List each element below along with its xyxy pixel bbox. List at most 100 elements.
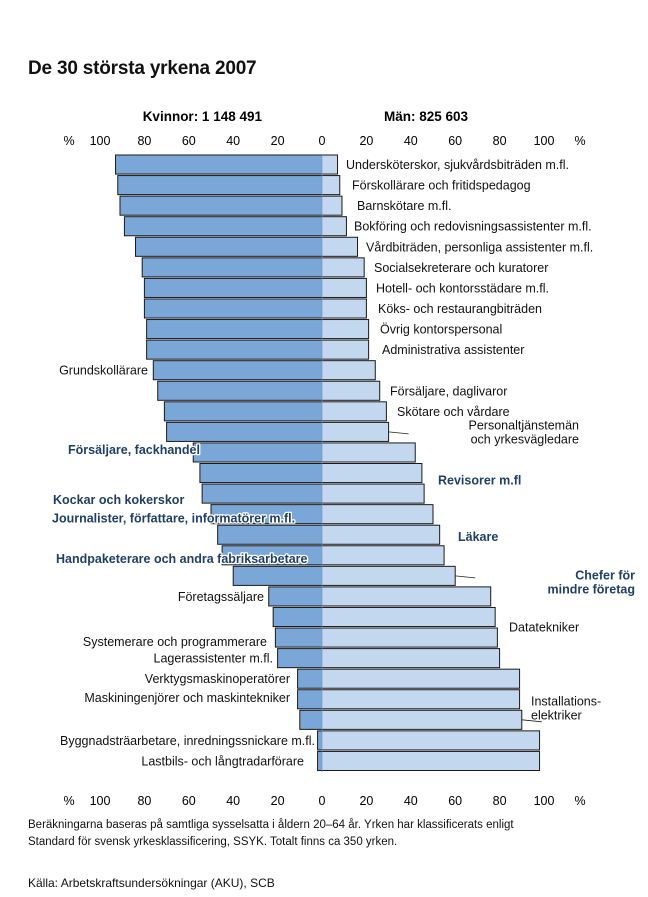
bar-women-forskollarare-och-fritidspedagog (117, 175, 322, 195)
leader-line-installationselektriker (521, 719, 542, 723)
tick-left-0-bottom: 0 (319, 794, 326, 808)
bar-outline-ovrig-kontorspersonal (146, 319, 370, 340)
bar-men-lagerassistenter-m-fl (322, 648, 500, 668)
bar-women-bokforing-och-redovisningsassistenter-m-fl (124, 216, 322, 236)
tick-right-60-bottom: 60 (448, 794, 462, 808)
bar-men-forsaljare-fackhandel (322, 442, 416, 462)
tick-right-60-top: 60 (448, 134, 462, 148)
bar-outline-vardbitraden-personliga-assistenter-m-fl (135, 236, 359, 257)
bar-men-revisorer-m-fl (322, 463, 422, 483)
bar-outline-bokforing-och-redovisningsassistenter-m-fl (123, 216, 347, 237)
tick-right-100-top: 100 (534, 134, 555, 148)
bar-outline-byggnadstraarbetare-inredningssnickare-m-fl (317, 730, 541, 751)
bar-men-maskiningenjorer-och-maskintekniker (322, 689, 520, 709)
bar-men-administrativa-assistenter (322, 340, 369, 360)
tick-left-20-bottom: 20 (271, 794, 285, 808)
label-bokforing-och-redovisningsassistenter-m-fl: Bokföring och redovisningsassistenter m.… (354, 220, 592, 234)
label-datatekniker: Datatekniker (509, 621, 579, 635)
bar-outline-underskoterskor-sjukvardsbitraden-m-fl (115, 154, 339, 175)
label-administrativa-assistenter: Administrativa assistenter (382, 343, 524, 357)
label-forsaljare-daglivaror: Försäljare, daglivaror (390, 384, 507, 398)
label-forsaljare-fackhandel: Försäljare, fackhandel (68, 443, 200, 457)
tick-left-40-bottom: 40 (226, 794, 240, 808)
bar-outline-revisorer-m-fl (199, 463, 423, 484)
bar-men-verktygsmaskinoperatorer (322, 669, 520, 689)
bar-men-chefer-for-mindre-foretag (322, 566, 456, 586)
bar-outline-lastbils-och-langtradarforare (317, 750, 541, 772)
bar-men-underskoterskor-sjukvardsbitraden-m-fl (322, 155, 338, 175)
label-lastbils-och-langtradarforare: Lastbils- och långtradarförare (141, 754, 304, 768)
tick-left-40-top: 40 (226, 134, 240, 148)
tick-right-80-bottom: 80 (493, 794, 507, 808)
bar-outline-verktygsmaskinoperatorer (297, 668, 521, 689)
label-grundskollarare: Grundskollärare (59, 364, 148, 378)
bar-outline-administrativa-assistenter (146, 339, 370, 360)
label-installationselektriker-line-1: Installations- (531, 694, 601, 708)
bar-women-journalister-forfattare-informatorer-m-fl (211, 504, 322, 524)
tick-left-100-bottom: 100 (90, 794, 111, 808)
bar-men-barnskotare-m-fl (322, 196, 342, 216)
bar-outline-systemerare-och-programmerare (274, 627, 498, 648)
bar-men-kockar-och-kokerskor (322, 484, 425, 504)
bar-outline-barnskotare-m-fl (119, 195, 343, 216)
bar-women-ovrig-kontorspersonal (146, 319, 322, 339)
tick-left-100-top: 100 (90, 134, 111, 148)
label-skotare-och-vardare: Skötare och vårdare (397, 405, 510, 419)
label-lakare: Läkare (458, 530, 498, 544)
label-lagerassistenter-m-fl: Lagerassistenter m.fl. (154, 652, 274, 666)
bar-women-vardbitraden-personliga-assistenter-m-fl (135, 237, 322, 257)
source-note: Källa: Arbetskraftsundersökningar (AKU),… (28, 876, 275, 890)
bar-outline-hotell-och-kontorsstadare-m-fl (143, 277, 367, 298)
label-journalister-forfattare-informatorer-m-fl: Journalister, författare, informatörer m… (52, 512, 295, 526)
tick-left-80-top: 80 (137, 134, 151, 148)
women-total-label: Kvinnor: 1 148 491 (143, 109, 263, 124)
bar-women-lakare (217, 525, 322, 545)
bar-outline-koks-och-restaurangbitraden (143, 298, 367, 319)
bar-women-datatekniker (273, 607, 322, 627)
footnote: Beräkningarna baseras på samtliga syssel… (28, 817, 628, 851)
bar-outline-kockar-och-kokerskor (201, 483, 425, 504)
label-handpaketerare-och-andra-fabriksarbetare: Handpaketerare och andra fabriksarbetare (56, 552, 308, 566)
leader-line-personaltjansteman-och-yrkesvagledare (388, 431, 409, 435)
bar-women-forsaljare-fackhandel (193, 442, 322, 462)
label-chefer-for-mindre-foretag-line-2: mindre företag (547, 582, 635, 596)
tick-left-60-top: 60 (182, 134, 196, 148)
axis-unit-top-right: % (574, 134, 585, 148)
men-total-label: Män: 825 603 (384, 109, 469, 124)
bar-outline-foretagssaljare (268, 586, 492, 607)
bar-men-personaltjansteman-och-yrkesvagledare (322, 422, 389, 442)
bar-women-lastbils-och-langtradarforare (317, 751, 322, 771)
bar-women-forsaljare-daglivaror (157, 381, 322, 401)
axis-unit-top-left: % (63, 134, 74, 148)
tick-right-80-top: 80 (493, 134, 507, 148)
label-verktygsmaskinoperatorer: Verktygsmaskinoperatörer (145, 672, 290, 686)
bar-women-maskiningenjorer-och-maskintekniker (297, 689, 322, 709)
bar-outline-grundskollarare (152, 360, 376, 381)
tick-left-80-bottom: 80 (137, 794, 151, 808)
label-forskollarare-och-fritidspedagog: Förskollärare och fritidspedagog (352, 179, 531, 193)
bar-women-socialsekreterare-och-kuratorer (142, 257, 322, 277)
leader-line-chefer-for-mindre-foretag (455, 575, 476, 579)
bar-outline-forsaljare-fackhandel (192, 442, 416, 463)
bars-group (115, 154, 541, 772)
label-byggnadstraarbetare-inredningssnickare-m-fl: Byggnadsträarbetare, inredningssnickare … (60, 734, 315, 748)
bar-women-kockar-och-kokerskor (202, 484, 322, 504)
bar-women-installationselektriker (299, 710, 322, 730)
bar-women-barnskotare-m-fl (119, 196, 322, 216)
label-ovrig-kontorspersonal: Övrig kontorspersonal (380, 323, 502, 337)
bar-men-installationselektriker (322, 710, 522, 730)
bar-outline-handpaketerare-och-andra-fabriksarbetare (221, 545, 445, 566)
bar-men-ovrig-kontorspersonal (322, 319, 369, 339)
label-personaltjansteman-och-yrkesvagledare-line-1: Personaltjänstemän (469, 418, 580, 432)
tick-right-20-top: 20 (359, 134, 373, 148)
chart-title: De 30 största yrkena 2007 (28, 58, 257, 79)
bar-women-systemerare-och-programmerare (275, 628, 322, 648)
bar-women-handpaketerare-och-andra-fabriksarbetare (222, 545, 322, 565)
axes-group: Kvinnor: 1 148 491 Män: 825 603 % % % % … (63, 109, 585, 808)
bar-men-byggnadstraarbetare-inredningssnickare-m-fl (322, 730, 540, 750)
bar-women-administrativa-assistenter (146, 340, 322, 360)
bar-outline-maskiningenjorer-och-maskintekniker (297, 689, 521, 710)
label-personaltjansteman-och-yrkesvagledare-line-2: och yrkesvägledare (471, 432, 579, 446)
tick-right-20-bottom: 20 (359, 794, 373, 808)
footnote-line-2: Standard för svensk yrkesklassificering,… (28, 836, 398, 848)
